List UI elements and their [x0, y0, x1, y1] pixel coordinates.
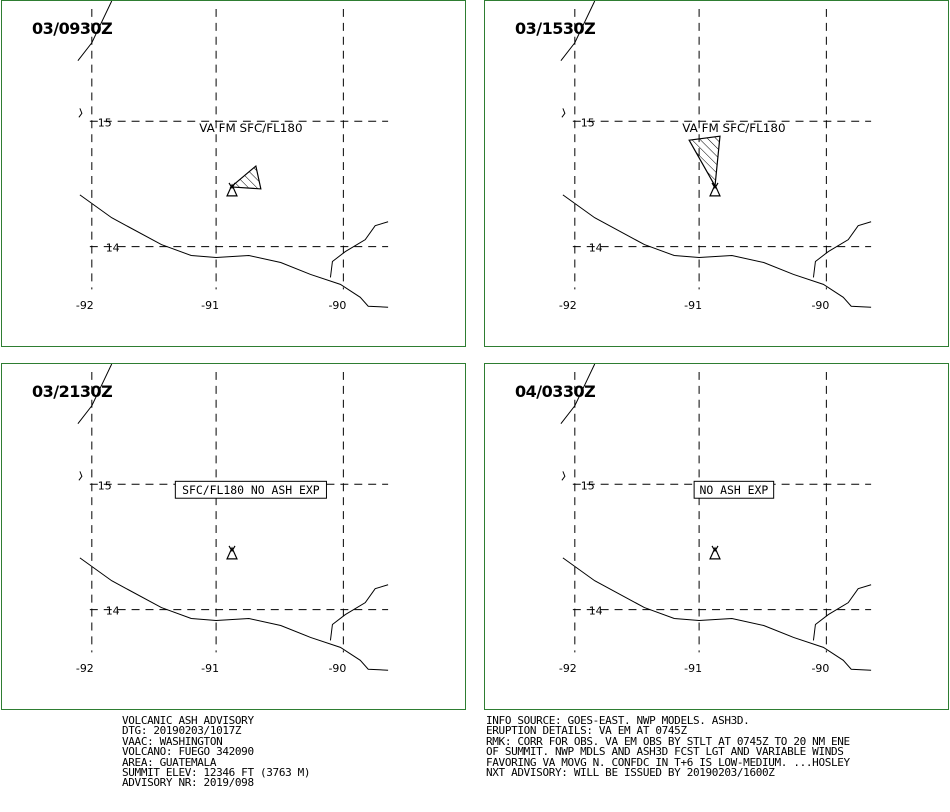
- ash-label-text: NO ASH EXP: [700, 483, 769, 497]
- lat-label-14: 14: [106, 605, 120, 618]
- ash-label: SFC/FL180 NO ASH EXP: [174, 480, 327, 499]
- volcano-icon: [226, 545, 238, 560]
- map-canvas: 15 14 -92 -91 -90 NO ASH EXP: [559, 364, 872, 675]
- advisory-right-line: RMK: CORR FOR OBS. VA EM OBS BY STLT AT …: [486, 734, 850, 748]
- lat-label-14: 14: [589, 605, 603, 618]
- coast-tick: [561, 471, 566, 481]
- ash-label-text: VA FM SFC/FL180: [682, 121, 785, 135]
- coastline-caribbean: [329, 584, 389, 641]
- coastline-north: [77, 364, 113, 424]
- advisory-right-line: OF SUMMIT. NWP MDLS AND ASH3D FCST LGT A…: [486, 745, 844, 759]
- lon-label-91: -91: [201, 299, 219, 312]
- advisory-right-line: INFO SOURCE: GOES-EAST. NWP MODELS. ASH3…: [486, 714, 750, 727]
- advisory-left-line: SUMMIT ELEV: 12346 FT (3763 M): [122, 766, 311, 780]
- lon-label-91: -91: [684, 662, 702, 675]
- map-canvas: 15 14 -92 -91 -90 SFC/FL180 NO ASH EXP: [76, 364, 389, 675]
- forecast-panel-1: 15 14 -92 -91 -90 VA FM SFC/FL180 03/093…: [1, 0, 466, 347]
- advisory-left-line: AREA: GUATEMALA: [122, 755, 217, 769]
- ash-plume: [688, 135, 721, 188]
- lat-label-14: 14: [106, 242, 120, 255]
- coast-tick: [561, 108, 566, 118]
- map-canvas: 15 14 -92 -91 -90 VA FM SFC/FL180: [76, 1, 389, 312]
- lat-label-15: 15: [98, 479, 112, 492]
- coastline-north: [560, 1, 596, 61]
- forecast-panel-4: 15 14 -92 -91 -90 NO ASH EXP 04/0330Z: [484, 363, 949, 710]
- volcano-icon: [709, 182, 721, 197]
- advisory-right-line: ERUPTION DETAILS: VA EM AT 0745Z: [486, 724, 687, 738]
- advisory-left-line: VAAC: WASHINGTON: [122, 734, 223, 748]
- lon-label-92: -92: [76, 299, 94, 312]
- coastline-caribbean: [329, 221, 389, 278]
- plume-polygon: [688, 135, 721, 188]
- lon-label-92: -92: [76, 662, 94, 675]
- coastline-pacific: [562, 557, 872, 671]
- panel-time: 03/1530Z: [515, 19, 596, 38]
- advisory-left-line: ADVISORY NR: 2019/098: [122, 776, 254, 790]
- lon-label-90: -90: [328, 662, 346, 675]
- volcano-icon: [226, 182, 238, 197]
- ash-label-box: [693, 480, 775, 499]
- advisory-left-line: DTG: 20190203/1017Z: [122, 724, 242, 738]
- advisory-left: VOLCANIC ASH ADVISORY DTG: 20190203/1017Z…: [122, 714, 311, 790]
- ash-label: VA FM SFC/FL180: [199, 121, 302, 135]
- advisory-right: INFO SOURCE: GOES-EAST. NWP MODELS. ASH3…: [486, 714, 850, 780]
- advisory-right-line: NXT ADVISORY: WILL BE ISSUED BY 20190203…: [486, 766, 775, 780]
- advisory-right-line: FAVORING VA MOVG N. CONFDC IN T+6 IS LOW…: [486, 755, 850, 769]
- lon-label-90: -90: [811, 299, 829, 312]
- plume-polygon: [229, 164, 262, 190]
- panel-time: 03/0930Z: [32, 19, 113, 38]
- coastline-north: [77, 1, 113, 61]
- panel-time: 04/0330Z: [515, 382, 596, 401]
- lon-label-91: -91: [201, 662, 219, 675]
- volcano-icon: [709, 545, 721, 560]
- forecast-panel-3: 15 14 -92 -91 -90 SFC/FL180 NO ASH EXP 0…: [1, 363, 466, 710]
- ash-label-text: VA FM SFC/FL180: [199, 121, 302, 135]
- ash-label-box: [174, 480, 327, 499]
- advisory-left-line: VOLCANIC ASH ADVISORY: [122, 714, 254, 727]
- lon-label-90: -90: [328, 299, 346, 312]
- coastline-caribbean: [812, 221, 872, 278]
- advisory-left-line: VOLCANO: FUEGO 342090: [122, 745, 254, 759]
- ash-plume: [229, 164, 262, 190]
- coast-tick: [78, 108, 83, 118]
- lon-label-90: -90: [811, 662, 829, 675]
- lon-label-92: -92: [559, 662, 577, 675]
- map-canvas: 15 14 -92 -91 -90 VA FM SFC/FL180: [559, 1, 872, 312]
- coastline-north: [560, 364, 596, 424]
- ash-label-text: SFC/FL180 NO ASH EXP: [182, 483, 320, 497]
- coastline-pacific: [79, 194, 389, 308]
- lat-label-15: 15: [581, 479, 595, 492]
- coastline-pacific: [79, 557, 389, 671]
- ash-label: NO ASH EXP: [693, 480, 775, 499]
- lon-label-92: -92: [559, 299, 577, 312]
- panel-time: 03/2130Z: [32, 382, 113, 401]
- lon-label-91: -91: [684, 299, 702, 312]
- lat-label-15: 15: [98, 116, 112, 129]
- lat-label-14: 14: [589, 242, 603, 255]
- lat-label-15: 15: [581, 116, 595, 129]
- coastline-caribbean: [812, 584, 872, 641]
- ash-label: VA FM SFC/FL180: [682, 121, 785, 135]
- forecast-panel-2: 15 14 -92 -91 -90 VA FM SFC/FL180 03/153…: [484, 0, 949, 347]
- coastline-pacific: [562, 194, 872, 308]
- coast-tick: [78, 471, 83, 481]
